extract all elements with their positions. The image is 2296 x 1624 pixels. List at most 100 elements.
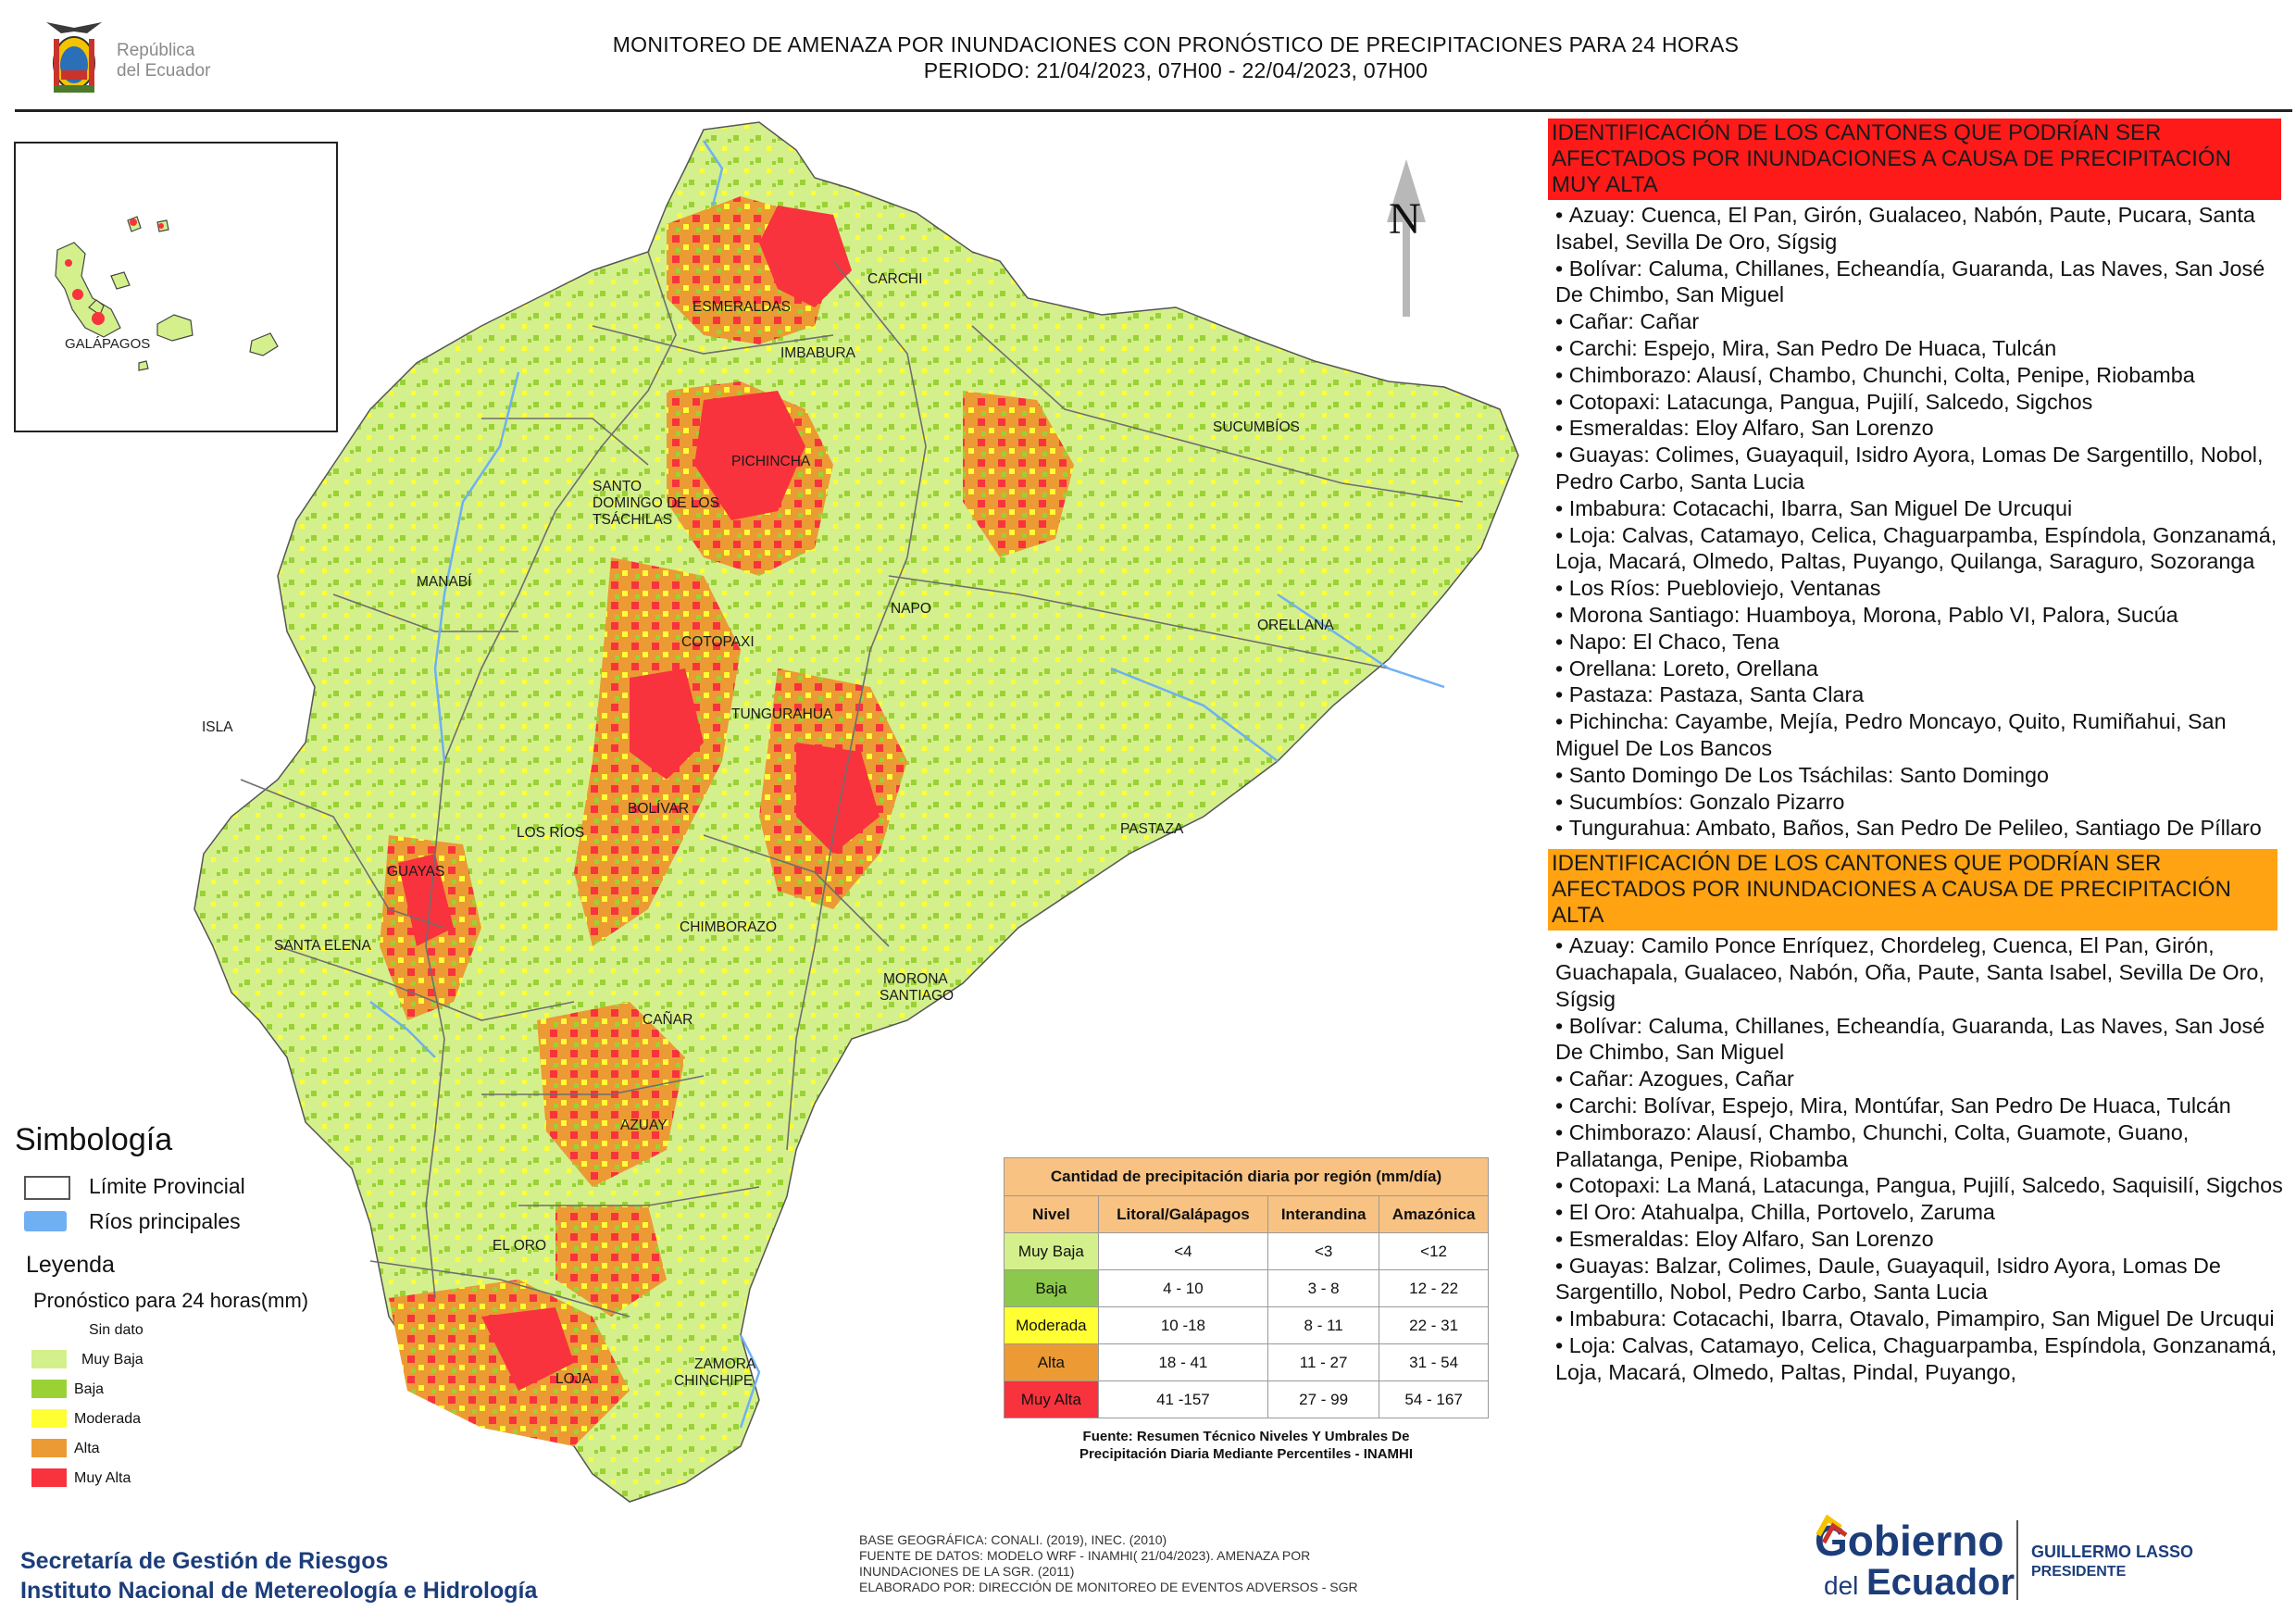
table-cell: 27 - 99 bbox=[1267, 1380, 1380, 1418]
label-santa-elena: SANTA ELENA bbox=[274, 938, 371, 954]
president-title: PRESIDENTE bbox=[2031, 1564, 2127, 1580]
table-cell: <12 bbox=[1379, 1232, 1489, 1270]
label-tsachilas: TSÁCHILAS bbox=[593, 512, 672, 528]
table-cell: 3 - 8 bbox=[1267, 1269, 1380, 1307]
table-source-line-1: Fuente: Resumen Técnico Niveles Y Umbral… bbox=[1082, 1429, 1410, 1444]
province-boundary-swatch bbox=[24, 1176, 70, 1200]
label-cotopaxi: COTOPAXI bbox=[681, 634, 755, 650]
list-item: Carchi: Espejo, Mira, San Pedro De Huaca… bbox=[1555, 335, 2289, 362]
list-item: Pichincha: Cayambe, Mejía, Pedro Moncayo… bbox=[1555, 708, 2289, 762]
header-divider bbox=[15, 109, 2292, 112]
label-esmeraldas: ESMERALDAS bbox=[693, 299, 791, 315]
list-item: Bolívar: Caluma, Chillanes, Echeandía, G… bbox=[1555, 1013, 2289, 1067]
logo-divider bbox=[2016, 1520, 2018, 1600]
label-canar: CAÑAR bbox=[643, 1012, 693, 1028]
muy-alta-section-title: IDENTIFICACIÓN DE LOS CANTONES QUE PODRÍ… bbox=[1548, 119, 2281, 200]
precipitation-table-block: Cantidad de precipitación diaria por reg… bbox=[1004, 1157, 1489, 1463]
muy-alta-cantones-list: Azuay: Cuenca, El Pan, Girón, Gualaceo, … bbox=[1548, 202, 2289, 842]
data-sources-note: BASE GEOGRÁFICA: CONALI. (2019), INEC. (… bbox=[859, 1532, 1433, 1595]
gob-word-3: Ecuador bbox=[1866, 1562, 2015, 1603]
logo-accent-yellow bbox=[1816, 1514, 1842, 1537]
galapagos-inset-frame bbox=[14, 142, 338, 432]
list-item: Azuay: Camilo Ponce Enríquez, Chordeleg,… bbox=[1555, 932, 2289, 1012]
list-item: Guayas: Colimes, Guayaquil, Isidro Ayora… bbox=[1555, 442, 2289, 495]
gob-word-1: Gobierno bbox=[1815, 1517, 2003, 1565]
label-santo-domingo: DOMINGO DE LOS bbox=[593, 495, 719, 511]
label-morona: MORONA bbox=[883, 971, 948, 987]
table-cell: 10 -18 bbox=[1097, 1306, 1269, 1344]
table-row: Muy Alta 41 -157 27 - 99 54 - 167 bbox=[1004, 1380, 1489, 1418]
label-guayas: GUAYAS bbox=[387, 864, 444, 880]
label-loja: LOJA bbox=[555, 1371, 592, 1387]
list-item: Loja: Calvas, Catamayo, Celica, Chaguarp… bbox=[1555, 1332, 2289, 1386]
list-item: Imbabura: Cotacachi, Ibarra, Otavalo, Pi… bbox=[1555, 1305, 2289, 1332]
page-title: MONITOREO DE AMENAZA POR INUNDACIONES CO… bbox=[389, 31, 1963, 83]
table-row: Baja 4 - 10 3 - 8 12 - 22 bbox=[1004, 1269, 1489, 1307]
class-label: Alta bbox=[74, 1441, 100, 1456]
list-item: Esmeraldas: Eloy Alfaro, San Lorenzo bbox=[1555, 1226, 2289, 1253]
class-label: Baja bbox=[74, 1381, 105, 1397]
label-chinchipe: CHINCHIPE bbox=[674, 1373, 753, 1389]
list-item: Santo Domingo De Los Tsáchilas: Santo Do… bbox=[1555, 762, 2289, 789]
label-azuay: AZUAY bbox=[620, 1118, 668, 1133]
list-item: Carchi: Bolívar, Espejo, Mira, Montúfar,… bbox=[1555, 1093, 2289, 1119]
level-cell: Muy Alta bbox=[1004, 1380, 1099, 1418]
gob-word-2: del bbox=[1824, 1571, 1858, 1600]
logo-accent-red bbox=[1821, 1522, 1848, 1544]
level-cell: Baja bbox=[1004, 1269, 1099, 1307]
col-litoral: Litoral/Galápagos bbox=[1097, 1195, 1269, 1233]
galapagos-label: GALÁPAGOS bbox=[65, 336, 150, 352]
label-el-oro: EL ORO bbox=[493, 1238, 546, 1254]
map-legend: Simbología Límite Provincial Ríos princi… bbox=[15, 1122, 385, 1511]
legend-rios-label: Ríos principales bbox=[89, 1209, 241, 1233]
table-cell: 4 - 10 bbox=[1097, 1269, 1269, 1307]
label-bolivar: BOLÍVAR bbox=[628, 801, 689, 817]
source-line: FUENTE DE DATOS: MODELO WRF - INAMHI( 21… bbox=[859, 1548, 1311, 1563]
table-cell: <4 bbox=[1097, 1232, 1269, 1270]
list-item: Los Ríos: Puebloviejo, Ventanas bbox=[1555, 575, 2289, 602]
list-item: El Oro: Atahualpa, Chilla, Portovelo, Za… bbox=[1555, 1199, 2289, 1226]
organization-names: Secretaría de Gestión de Riesgos Institu… bbox=[20, 1546, 537, 1605]
table-source-line-2: Precipitación Diaria Mediante Percentile… bbox=[1079, 1446, 1414, 1462]
source-line: BASE GEOGRÁFICA: CONALI. (2019), INEC. (… bbox=[859, 1532, 1167, 1547]
class-label: Muy Baja bbox=[81, 1352, 144, 1368]
label-chimborazo: CHIMBORAZO bbox=[680, 919, 777, 935]
table-cell: <3 bbox=[1267, 1232, 1380, 1270]
label-manabi: MANABÍ bbox=[417, 574, 472, 590]
source-line: INUNDACIONES DE LA SGR. (2011) bbox=[859, 1564, 1075, 1579]
list-item: Esmeraldas: Eloy Alfaro, San Lorenzo bbox=[1555, 415, 2289, 442]
list-item: Cotopaxi: Latacunga, Pangua, Pujilí, Sal… bbox=[1555, 389, 2289, 416]
list-item: Chimborazo: Alausí, Chambo, Chunchi, Col… bbox=[1555, 1119, 2289, 1173]
cantones-panel: IDENTIFICACIÓN DE LOS CANTONES QUE PODRÍ… bbox=[1548, 119, 2289, 1517]
pronostico-title: Pronóstico para 24 horas(mm) bbox=[33, 1289, 309, 1312]
republica-logo-text: República del Ecuador bbox=[117, 41, 210, 81]
province-labels: ESMERALDAS CARCHI IMBABURA SUCUMBÍOS PIC… bbox=[202, 271, 1334, 1389]
table-cell: 11 - 27 bbox=[1267, 1343, 1380, 1381]
muy-alta-cores bbox=[398, 206, 880, 1391]
label-los-rios: LOS RÍOS bbox=[517, 825, 584, 841]
list-item: Azuay: Cuenca, El Pan, Girón, Gualaceo, … bbox=[1555, 202, 2289, 256]
label-santo: SANTO bbox=[593, 479, 642, 494]
muy-alta-swatch bbox=[31, 1468, 67, 1487]
level-cell: Muy Baja bbox=[1004, 1232, 1099, 1270]
source-line: ELABORADO POR: DIRECCIÓN DE MONITOREO DE… bbox=[859, 1580, 1358, 1594]
title-line-1: MONITOREO DE AMENAZA POR INUNDACIONES CO… bbox=[612, 32, 1740, 56]
org-line-2: Instituto Nacional de Metereología e Hid… bbox=[20, 1578, 538, 1604]
list-item: Orellana: Loreto, Orellana bbox=[1555, 656, 2289, 682]
table-cell: 8 - 11 bbox=[1267, 1306, 1380, 1344]
list-item: Cañar: Azogues, Cañar bbox=[1555, 1066, 2289, 1093]
logo-text-line-2: del Ecuador bbox=[117, 61, 211, 81]
alta-cantones-list: Azuay: Camilo Ponce Enríquez, Chordeleg,… bbox=[1548, 932, 2289, 1386]
alta-swatch bbox=[31, 1439, 67, 1457]
col-amazonica: Amazónica bbox=[1379, 1195, 1489, 1233]
main-rivers bbox=[369, 140, 1445, 1429]
river-swatch bbox=[24, 1211, 67, 1231]
north-arrow bbox=[1387, 159, 1426, 317]
col-nivel: Nivel bbox=[1004, 1195, 1099, 1233]
gobierno-del-ecuador-logo: Gobierno del Ecuador GUILLERMO LASSO PRE… bbox=[1815, 1514, 2193, 1603]
list-item: Cotopaxi: La Maná, Latacunga, Pangua, Pu… bbox=[1555, 1172, 2289, 1199]
table-row: Muy Baja <4 <3 <12 bbox=[1004, 1232, 1489, 1270]
table-cell: 54 - 167 bbox=[1379, 1380, 1489, 1418]
list-item: Loja: Calvas, Catamayo, Celica, Chaguarp… bbox=[1555, 522, 2289, 576]
list-item: Chimborazo: Alausí, Chambo, Chunchi, Col… bbox=[1555, 362, 2289, 389]
